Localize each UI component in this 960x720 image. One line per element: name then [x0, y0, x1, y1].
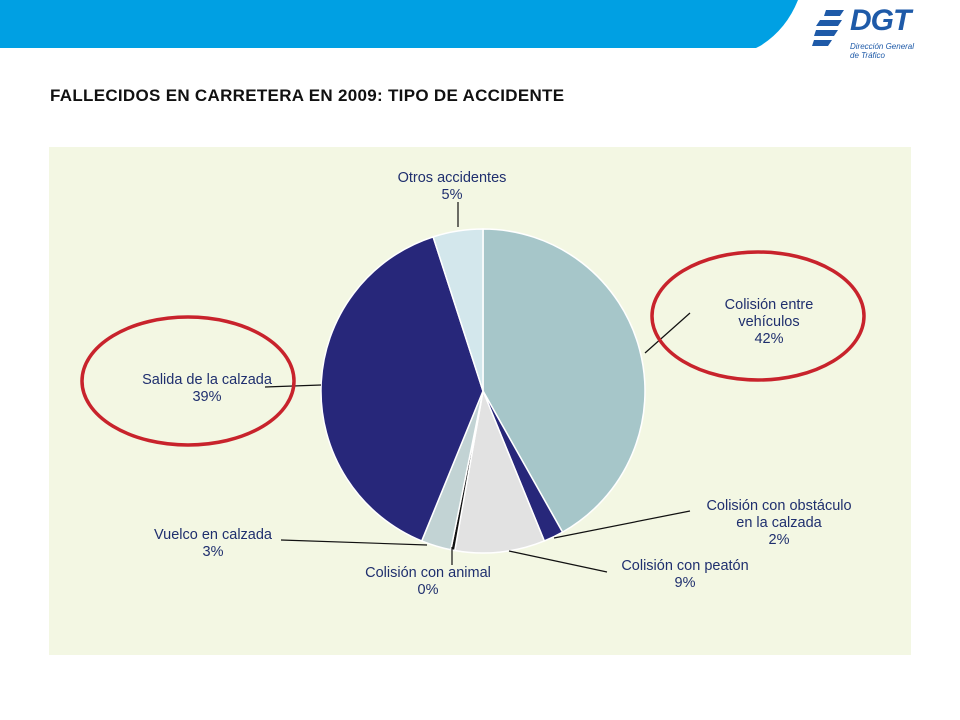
- pie-chart: [80, 202, 866, 573]
- slice-label-text: en la calzada: [736, 515, 822, 531]
- slice-label-vuelco: Vuelco en calzada 3%: [154, 527, 272, 561]
- slice-percent-label: 3%: [202, 544, 224, 560]
- slice-percent-label: 5%: [441, 187, 463, 203]
- leader-line-vuelco: [280, 539, 428, 546]
- pie-slice-colision-peaton: [453, 388, 546, 554]
- slice-label-text: Colisión con peatón: [621, 558, 749, 574]
- logo-subtitle-line1: Dirección General: [850, 42, 915, 51]
- highlight-circle-salida-calzada: [80, 315, 296, 447]
- logo-subtitle-line2: de Tráfico: [850, 51, 885, 60]
- slice-percent-label: 42%: [754, 331, 784, 347]
- dgt-road-icon: [812, 10, 844, 46]
- slice-label-colision-animal: Colisión con animal 0%: [365, 565, 491, 599]
- slice-label-colision-vehiculos: Colisión entre vehículos 42%: [725, 297, 814, 348]
- pie-slice-colision-vehiculos: [482, 228, 646, 534]
- slice-label-text: Otros accidentes: [397, 170, 507, 186]
- page-title: FALLECIDOS EN CARRETERA EN 2009: TIPO DE…: [50, 86, 565, 105]
- chart-area: Colisión entre vehículos 42% Colisión con o…: [49, 147, 911, 655]
- slice-label-text: Vuelco en calzada: [154, 527, 272, 543]
- slice-label-text: Colisión entre: [724, 297, 814, 313]
- slice-percent-label: 0%: [417, 582, 439, 598]
- slice-label-text: Salida de la calzada: [142, 372, 272, 388]
- leader-line-colision-peaton: [508, 550, 608, 573]
- slice-label-salida-calzada: Salida de la calzada 39%: [142, 372, 272, 406]
- slice-label-text: Colisión con obstáculo: [706, 498, 852, 514]
- slice-percent-label: 9%: [674, 575, 696, 591]
- top-banner: [0, 0, 798, 48]
- highlight-circle-colision-vehiculos: [650, 250, 866, 382]
- slice-label-colision-peaton: Colisión con peatón 9%: [621, 558, 748, 592]
- slice-label-otros: Otros accidentes 5%: [398, 170, 507, 204]
- slice-percent-label: 2%: [768, 532, 790, 548]
- pie-slice-otros: [432, 228, 484, 392]
- leader-line-colision-obstaculo: [553, 510, 691, 539]
- slice-percent-label: 39%: [192, 389, 222, 405]
- slice-label-colision-obstaculo: Colisión con obstáculo en la calzada 2%: [706, 498, 851, 549]
- slice-label-text: vehículos: [738, 314, 800, 330]
- pie-slice-salida-calzada: [320, 235, 484, 542]
- slice-label-text: Colisión con animal: [365, 565, 491, 581]
- dgt-logo: DGT Dirección General de Tráfico: [812, 4, 952, 64]
- leader-line-colision-vehiculos: [644, 312, 691, 354]
- logo-wordmark: DGT: [850, 4, 911, 37]
